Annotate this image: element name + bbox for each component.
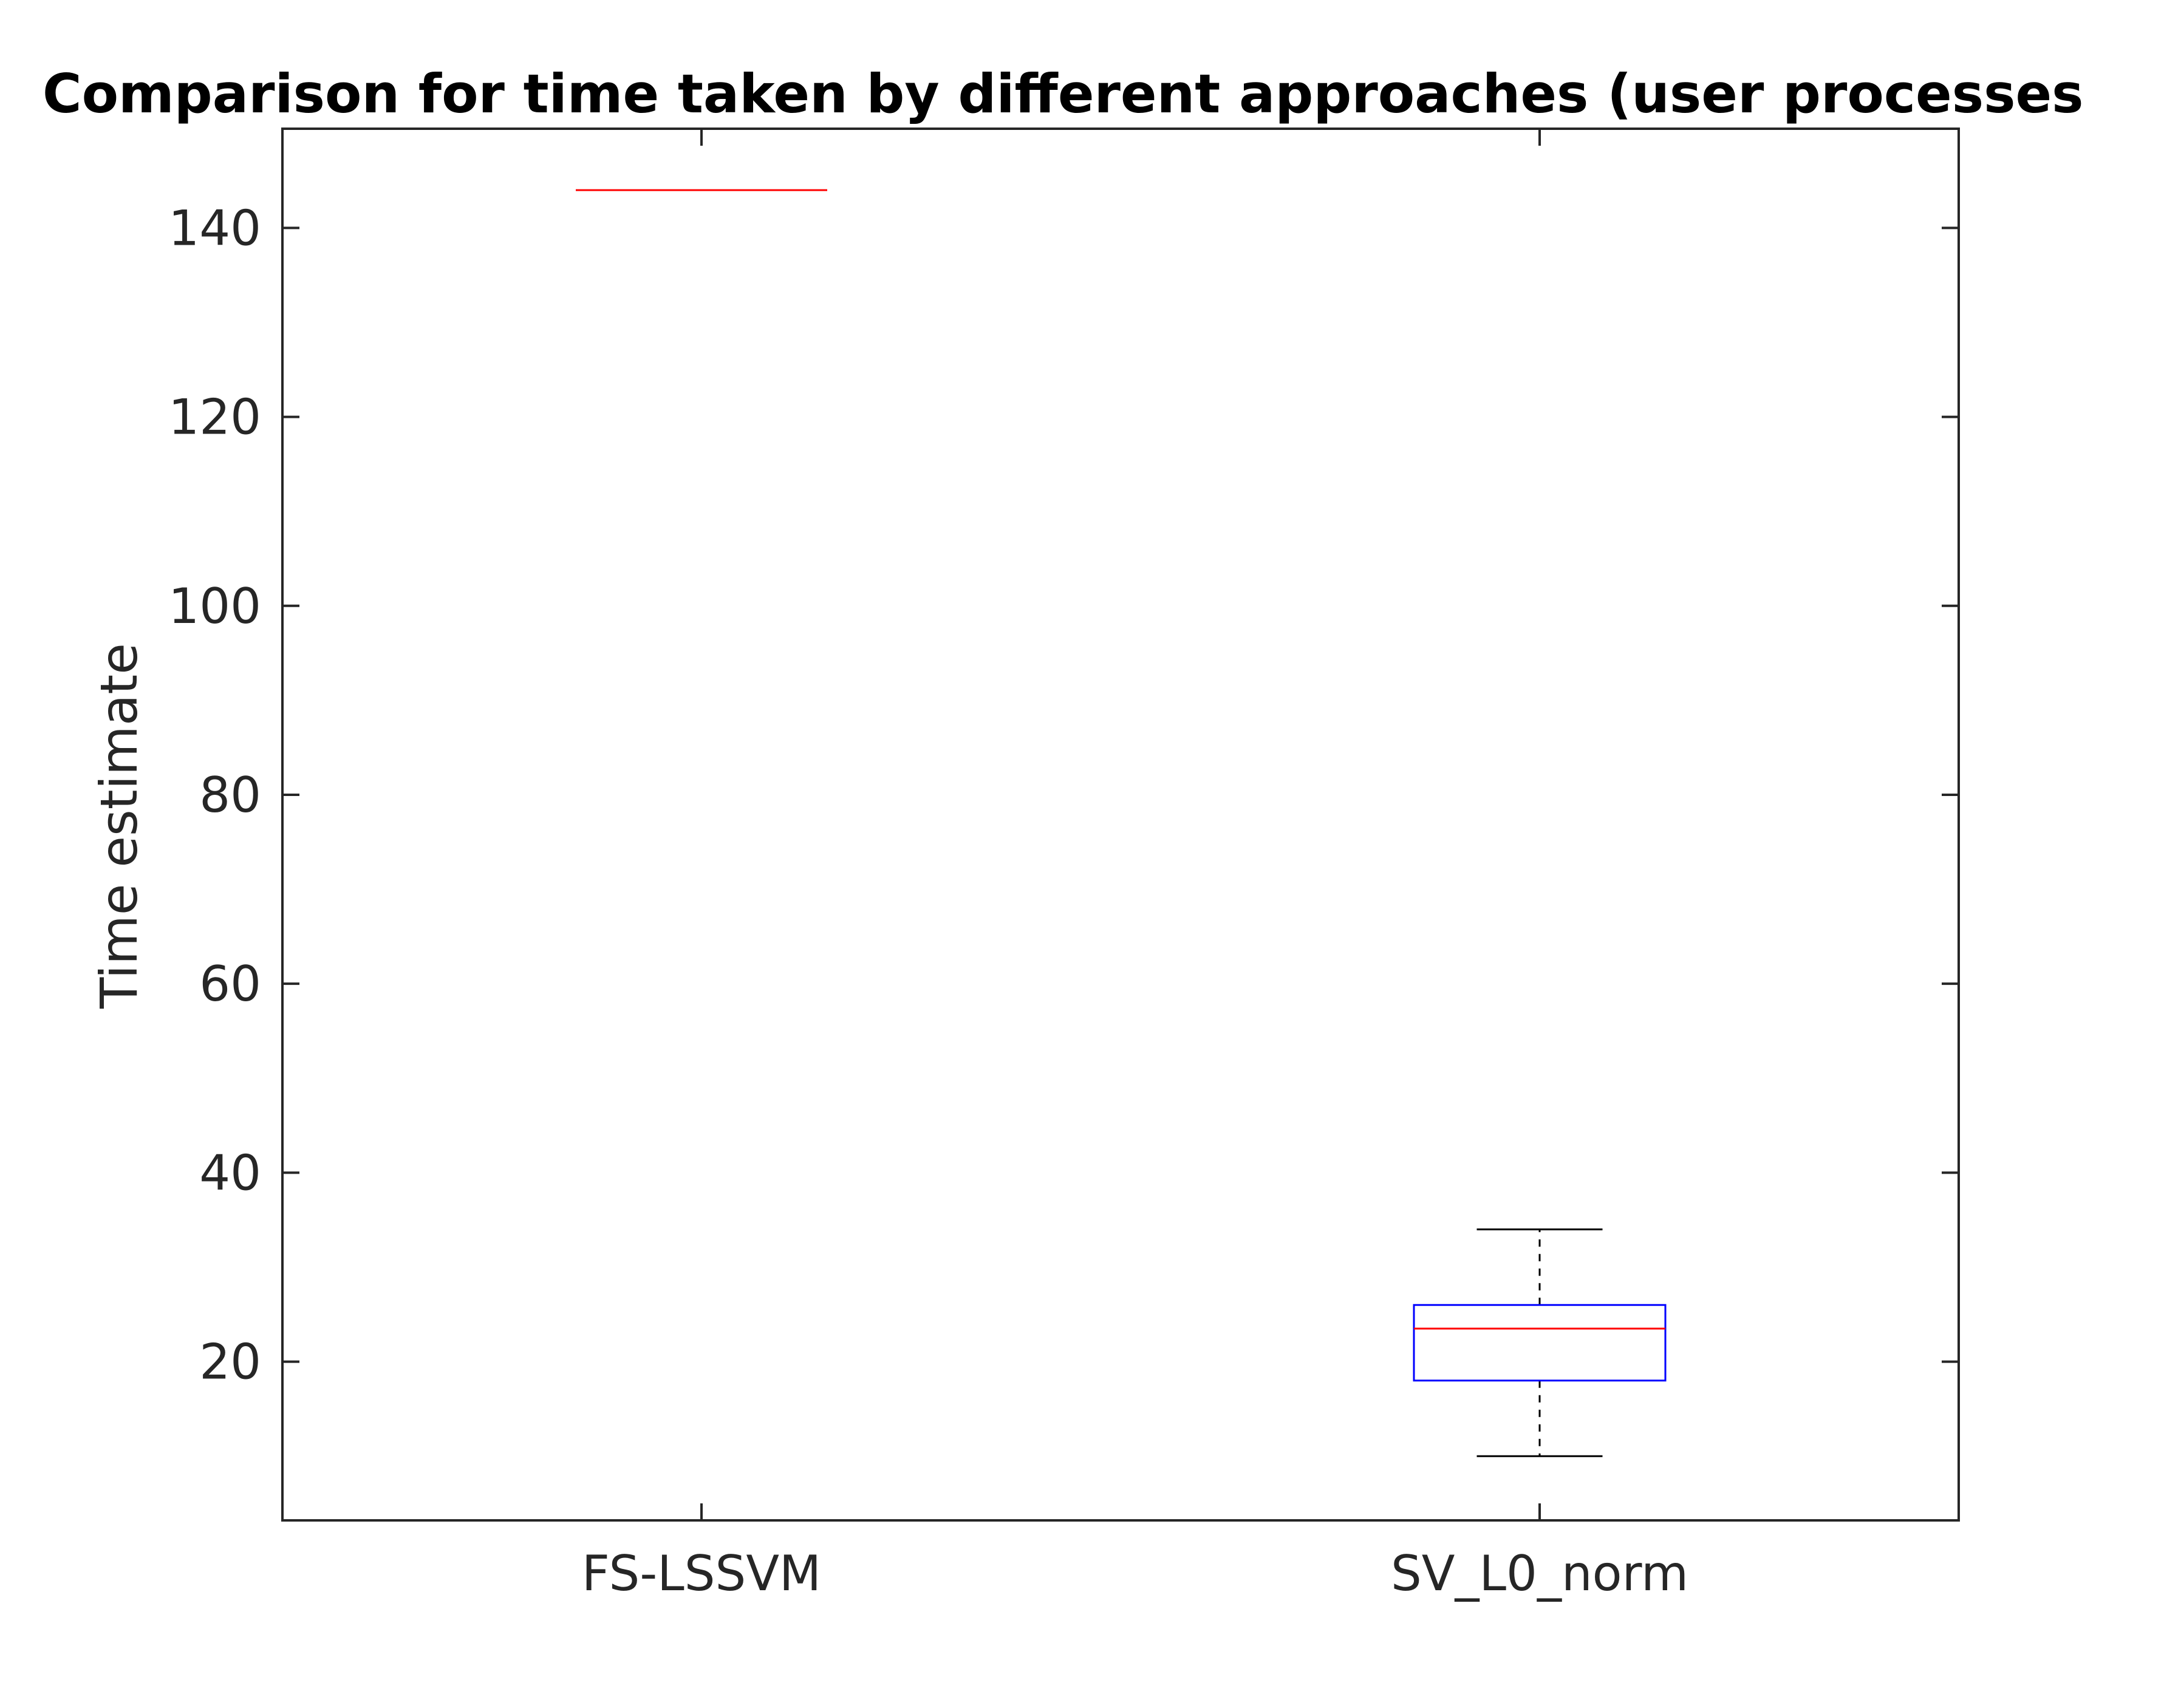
y-tick-label: 60 <box>199 956 261 1012</box>
y-tick-label: 140 <box>168 200 261 256</box>
iqr-box <box>1413 1304 1667 1382</box>
y-tick-label: 120 <box>168 389 261 446</box>
box-2 <box>1413 1228 1667 1457</box>
x-tick-label: FS-LSSVM <box>582 1545 821 1602</box>
y-tick-label: 20 <box>199 1334 261 1390</box>
plot-area-frame <box>281 128 1960 1522</box>
y-tick-label: 100 <box>168 578 261 635</box>
x-tick-label: SV_L0_norm <box>1391 1545 1688 1602</box>
chart-title: Comparison for time taken by different a… <box>43 63 2084 125</box>
y-axis-label: Time estimate <box>89 643 149 1009</box>
y-tick-label: 80 <box>199 767 261 823</box>
y-tick-label: 40 <box>199 1145 261 1201</box>
